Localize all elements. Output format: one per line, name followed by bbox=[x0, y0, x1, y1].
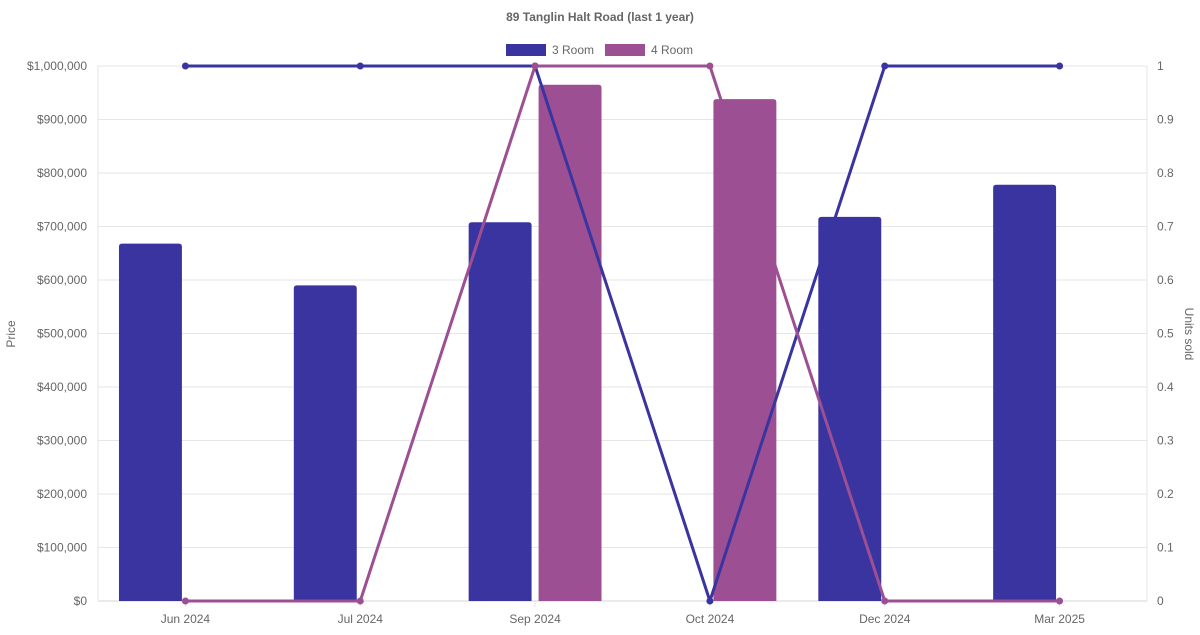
point-units-4-room-oct-2024[interactable] bbox=[706, 62, 714, 70]
y-right-tick-label: 0.6 bbox=[1157, 273, 1174, 287]
point-units-4-room-jul-2024[interactable] bbox=[356, 597, 364, 605]
y-right-tick-label: 1 bbox=[1157, 59, 1164, 73]
legend-label-3-room: 3 Room bbox=[552, 43, 594, 57]
x-tick-label: Jun 2024 bbox=[161, 612, 211, 626]
point-units-3-room-dec-2024[interactable] bbox=[881, 62, 889, 70]
bar-3-room-jul-2024[interactable] bbox=[293, 285, 357, 601]
point-units-3-room-jul-2024[interactable] bbox=[356, 62, 364, 70]
point-units-3-room-oct-2024[interactable] bbox=[706, 597, 714, 605]
y-right-tick-label: 0.9 bbox=[1157, 113, 1174, 127]
y-left-tick-label: $400,000 bbox=[37, 380, 87, 394]
x-tick-label: Oct 2024 bbox=[686, 612, 735, 626]
legend-item-4-room[interactable]: 4 Room bbox=[605, 43, 693, 57]
y-left-axis-title: Price bbox=[4, 320, 18, 348]
point-units-4-room-dec-2024[interactable] bbox=[881, 597, 889, 605]
y-left-tick-label: $200,000 bbox=[37, 487, 87, 501]
y-right-tick-label: 0.1 bbox=[1157, 541, 1174, 555]
y-left-tick-labels: $0 $100,000 $200,000 $300,000 $400,000 $500,0… bbox=[27, 59, 87, 608]
y-left-tick-label: $1,000,000 bbox=[27, 59, 87, 73]
y-left-tick-label: $100,000 bbox=[37, 541, 87, 555]
y-left-tick-label: $600,000 bbox=[37, 273, 87, 287]
line-units-4-room bbox=[185, 64, 1060, 603]
point-units-3-room-jun-2024[interactable] bbox=[181, 62, 189, 70]
x-tick-labels: Jun 2024 Jul 2024 Sep 2024 Oct 2024 Dec 2024… bbox=[161, 601, 1085, 626]
bar-3-room-sep-2024[interactable] bbox=[468, 222, 532, 601]
chart-title: 89 Tanglin Halt Road (last 1 year) bbox=[506, 10, 694, 24]
y-left-tick-label: $500,000 bbox=[37, 327, 87, 341]
legend-item-3-room[interactable]: 3 Room bbox=[506, 43, 594, 57]
y-left-tick-label: $700,000 bbox=[37, 220, 87, 234]
bar-3-room-mar-2025[interactable] bbox=[993, 184, 1057, 601]
legend: 3 Room 4 Room bbox=[506, 43, 693, 57]
y-left-tick-label: $0 bbox=[74, 594, 88, 608]
y-left-tick-label: $800,000 bbox=[37, 166, 87, 180]
y-right-tick-label: 0.4 bbox=[1157, 380, 1174, 394]
bar-4-room-sep-2024[interactable] bbox=[538, 84, 602, 602]
legend-swatch-3-room bbox=[506, 44, 546, 56]
x-tick-label: Jul 2024 bbox=[338, 612, 384, 626]
y-right-tick-label: 0.3 bbox=[1157, 434, 1174, 448]
legend-swatch-4-room bbox=[605, 44, 645, 56]
bar-3-room-dec-2024[interactable] bbox=[818, 216, 882, 601]
price-bars bbox=[118, 84, 1057, 602]
y-right-tick-label: 0.5 bbox=[1157, 327, 1174, 341]
point-units-4-room-sep-2024[interactable] bbox=[531, 62, 539, 70]
x-tick-label: Sep 2024 bbox=[509, 612, 561, 626]
point-units-4-room-mar-2025[interactable] bbox=[1056, 597, 1064, 605]
legend-label-4-room: 4 Room bbox=[651, 43, 693, 57]
y-right-tick-label: 0.7 bbox=[1157, 220, 1174, 234]
y-right-tick-labels: 0 0.1 0.2 0.3 0.4 0.5 0.6 0.7 0.8 0.9 1 bbox=[1157, 59, 1174, 608]
y-right-axis-title: Units sold bbox=[1182, 308, 1196, 361]
point-units-3-room-mar-2025[interactable] bbox=[1056, 62, 1064, 70]
y-right-tick-label: 0 bbox=[1157, 594, 1164, 608]
x-tick-label: Dec 2024 bbox=[859, 612, 911, 626]
y-right-tick-label: 0.8 bbox=[1157, 166, 1174, 180]
line-units-3-room bbox=[185, 64, 1060, 603]
y-right-tick-label: 0.2 bbox=[1157, 487, 1174, 501]
units-sold-lines bbox=[181, 62, 1064, 605]
y-left-tick-label: $900,000 bbox=[37, 113, 87, 127]
point-units-4-room-jun-2024[interactable] bbox=[181, 597, 189, 605]
y-left-tick-label: $300,000 bbox=[37, 434, 87, 448]
x-tick-label: Mar 2025 bbox=[1034, 612, 1085, 626]
bar-3-room-jun-2024[interactable] bbox=[118, 243, 182, 601]
